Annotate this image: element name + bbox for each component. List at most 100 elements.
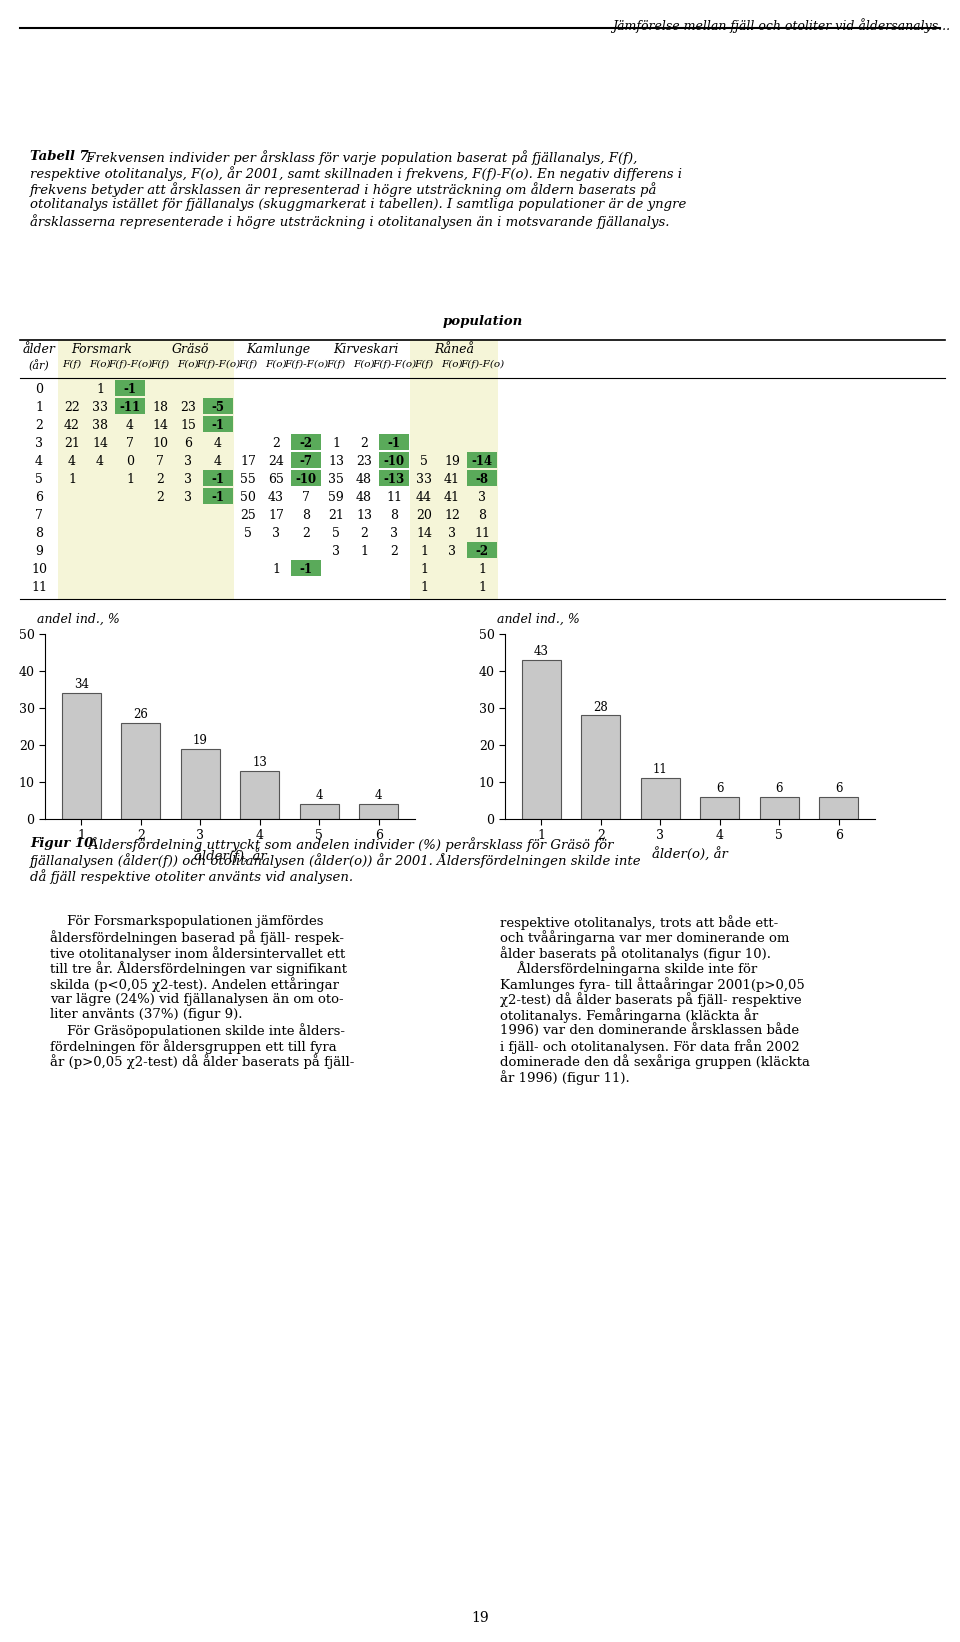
Text: 4: 4 xyxy=(68,455,76,468)
Bar xyxy=(641,778,680,819)
Text: -14: -14 xyxy=(471,455,492,468)
Text: -8: -8 xyxy=(475,473,489,486)
Bar xyxy=(522,660,561,819)
Text: 65: 65 xyxy=(268,473,284,486)
Text: -1: -1 xyxy=(300,563,313,576)
Text: tive otolitanalyser inom åldersintervallet ett: tive otolitanalyser inom åldersintervall… xyxy=(50,946,346,961)
Text: årsklasserna representerade i högre utsträckning i otolitanalysen än i motsvaran: årsklasserna representerade i högre utst… xyxy=(30,213,669,228)
Text: 59: 59 xyxy=(328,491,344,504)
Text: 7: 7 xyxy=(36,509,43,522)
Text: 21: 21 xyxy=(328,509,344,522)
Text: F(f): F(f) xyxy=(415,360,434,369)
Text: 4: 4 xyxy=(316,790,324,803)
Text: 1: 1 xyxy=(420,545,428,558)
Text: 44: 44 xyxy=(416,491,432,504)
Bar xyxy=(291,433,321,450)
Text: 5: 5 xyxy=(332,527,340,540)
Text: 13: 13 xyxy=(328,455,344,468)
Text: 11: 11 xyxy=(386,491,402,504)
Text: F(f): F(f) xyxy=(151,360,170,369)
Text: (år): (år) xyxy=(29,360,49,371)
Text: F(f)-F(o): F(f)-F(o) xyxy=(196,360,240,369)
Text: 2: 2 xyxy=(156,491,164,504)
Text: -2: -2 xyxy=(475,545,489,558)
Text: fördelningen för åldersgruppen ett till fyra: fördelningen för åldersgruppen ett till … xyxy=(50,1039,337,1054)
Text: andel ind., %: andel ind., % xyxy=(37,612,120,626)
Text: 1: 1 xyxy=(35,401,43,414)
Bar xyxy=(359,805,398,819)
Text: F(f)-F(o): F(f)-F(o) xyxy=(284,360,328,369)
Text: F(o): F(o) xyxy=(442,360,463,369)
Text: -11: -11 xyxy=(119,401,140,414)
Text: 38: 38 xyxy=(92,419,108,432)
Text: -5: -5 xyxy=(211,401,225,414)
Text: var lägre (24%) vid fjällanalysen än om oto-: var lägre (24%) vid fjällanalysen än om … xyxy=(50,992,344,1005)
Text: 10: 10 xyxy=(152,437,168,450)
Text: 28: 28 xyxy=(593,701,608,714)
Text: Tabell 7.: Tabell 7. xyxy=(30,149,93,163)
Text: 3: 3 xyxy=(184,491,192,504)
Text: 3: 3 xyxy=(35,437,43,450)
Text: 1: 1 xyxy=(478,581,486,594)
Text: 25: 25 xyxy=(240,509,256,522)
Text: åldersfördelningen baserad på fjäll- respek-: åldersfördelningen baserad på fjäll- res… xyxy=(50,931,344,946)
Text: 1996) var den dominerande årsklassen både: 1996) var den dominerande årsklassen båd… xyxy=(500,1023,799,1038)
Text: 33: 33 xyxy=(92,401,108,414)
Text: 14: 14 xyxy=(92,437,108,450)
Text: F(f): F(f) xyxy=(238,360,257,369)
Text: 55: 55 xyxy=(240,473,256,486)
Text: 13: 13 xyxy=(252,755,267,768)
Bar xyxy=(379,452,409,468)
Text: frekvens betyder att årsklassen är representerad i högre utsträckning om åldern : frekvens betyder att årsklassen är repre… xyxy=(30,182,658,197)
Bar xyxy=(203,415,233,432)
Text: 11: 11 xyxy=(474,527,490,540)
Text: då fjäll respektive otoliter använts vid analysen.: då fjäll respektive otoliter använts vid… xyxy=(30,869,353,883)
Bar xyxy=(582,716,620,819)
Text: 20: 20 xyxy=(416,509,432,522)
Text: 13: 13 xyxy=(356,509,372,522)
Text: otolitanalys istället för fjällanalys (skuggmarkerat i tabellen). I samtliga pop: otolitanalys istället för fjällanalys (s… xyxy=(30,199,686,212)
Bar xyxy=(240,770,279,819)
Text: Kamlunge: Kamlunge xyxy=(246,343,310,356)
Text: F(o): F(o) xyxy=(89,360,110,369)
Text: 12: 12 xyxy=(444,509,460,522)
Bar xyxy=(322,340,410,599)
X-axis label: ålder(f), år: ålder(f), år xyxy=(194,847,266,862)
Text: 6: 6 xyxy=(835,782,843,795)
Text: 19: 19 xyxy=(193,734,207,747)
Text: 3: 3 xyxy=(390,527,398,540)
Text: till tre år. Åldersfördelningen var signifikant: till tre år. Åldersfördelningen var sign… xyxy=(50,962,347,977)
Text: 43: 43 xyxy=(268,491,284,504)
Text: 7: 7 xyxy=(126,437,134,450)
Bar xyxy=(20,340,58,599)
Text: -10: -10 xyxy=(383,455,404,468)
Text: 1: 1 xyxy=(360,545,368,558)
Text: fjällanalysen (ålder(f)) och otolitanalysen (ålder(o)) år 2001. Åldersfördelning: fjällanalysen (ålder(f)) och otolitanaly… xyxy=(30,852,641,869)
Bar xyxy=(291,452,321,468)
Text: 3: 3 xyxy=(478,491,486,504)
Text: -1: -1 xyxy=(211,491,225,504)
Text: F(o): F(o) xyxy=(178,360,199,369)
Text: 2: 2 xyxy=(302,527,310,540)
Text: 6: 6 xyxy=(35,491,43,504)
Text: 43: 43 xyxy=(534,645,549,658)
Text: 1: 1 xyxy=(478,563,486,576)
Text: 34: 34 xyxy=(74,678,88,691)
Text: 2: 2 xyxy=(360,437,368,450)
Text: 1: 1 xyxy=(96,383,104,396)
Bar xyxy=(300,805,339,819)
Text: 1: 1 xyxy=(420,563,428,576)
Text: Råneå: Råneå xyxy=(434,343,474,356)
Text: 0: 0 xyxy=(35,383,43,396)
Bar xyxy=(115,379,145,396)
Text: 9: 9 xyxy=(36,545,43,558)
Text: För Forsmarkspopulationen jämfördes: För Forsmarkspopulationen jämfördes xyxy=(50,915,324,928)
Text: 10: 10 xyxy=(31,563,47,576)
Text: Kirveskari: Kirveskari xyxy=(333,343,398,356)
Text: 1: 1 xyxy=(126,473,134,486)
Text: 11: 11 xyxy=(31,581,47,594)
Bar xyxy=(115,397,145,414)
Text: 4: 4 xyxy=(35,455,43,468)
Text: 19: 19 xyxy=(471,1611,489,1626)
Text: 8: 8 xyxy=(478,509,486,522)
